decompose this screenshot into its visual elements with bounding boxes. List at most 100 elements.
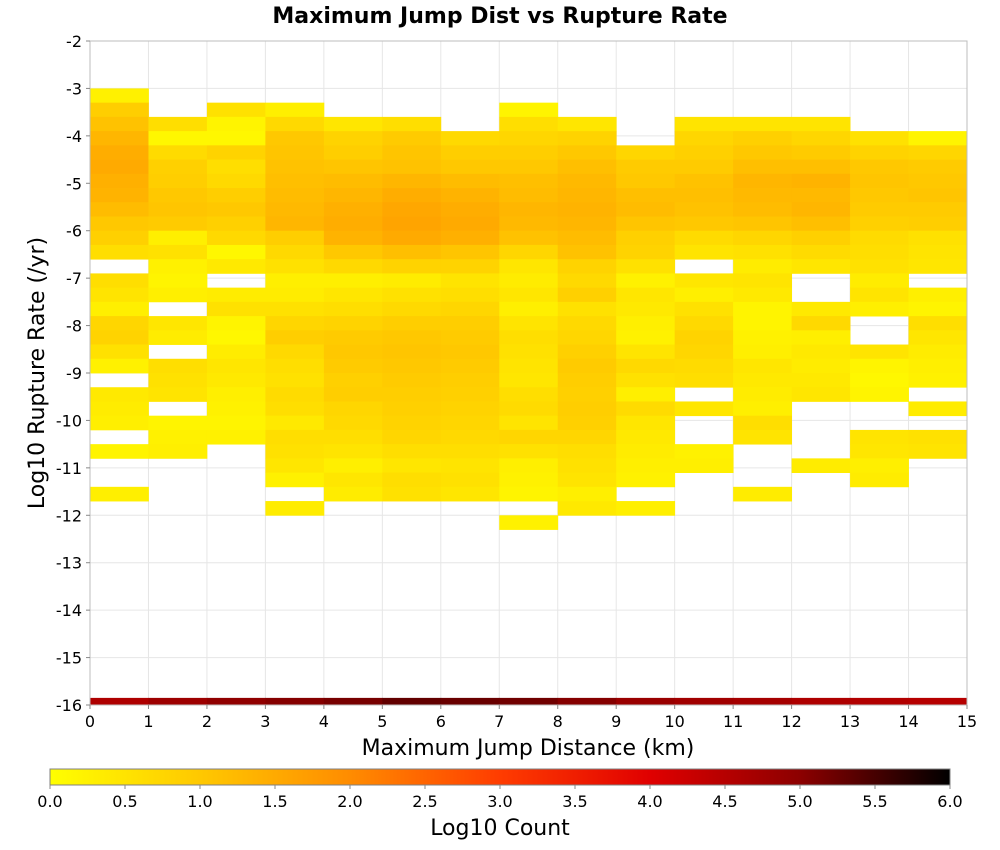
heatmap-cell — [323, 230, 383, 246]
heatmap-cell — [440, 188, 500, 203]
heatmap-cell — [733, 344, 792, 360]
heatmap-cell — [323, 373, 383, 388]
heatmap-cell — [674, 159, 734, 175]
x-tick-label: 9 — [611, 712, 621, 731]
heatmap-cell — [265, 444, 325, 459]
heatmap-cell — [499, 273, 559, 289]
heatmap-cell — [206, 287, 266, 303]
heatmap-cell — [850, 202, 909, 217]
heatmap-cell — [499, 188, 559, 203]
heatmap-cell — [733, 429, 792, 445]
heatmap-cell — [382, 330, 442, 345]
heatmap-cell — [323, 387, 383, 402]
heatmap-cell — [557, 244, 617, 260]
y-tick-label: -14 — [56, 601, 82, 620]
heatmap-cell — [557, 173, 617, 189]
heatmap-cell — [557, 444, 617, 459]
heatmap-cell — [674, 401, 734, 417]
heatmap-cell — [499, 515, 559, 530]
heatmap-cell — [265, 501, 325, 516]
heatmap-cell — [323, 358, 383, 374]
heatmap-cell — [908, 259, 968, 274]
heatmap-cell — [557, 697, 617, 705]
heatmap-cell — [908, 316, 968, 331]
heatmap-cell — [440, 387, 500, 402]
x-tick-label: 3 — [260, 712, 270, 731]
heatmap-cell — [791, 358, 851, 374]
x-tick-label: 13 — [840, 712, 860, 731]
heatmap-cell — [90, 316, 149, 331]
heatmap-cell — [499, 472, 559, 488]
heatmap-cell — [499, 244, 559, 260]
heatmap-cell — [90, 415, 149, 431]
heatmap-cell — [90, 202, 149, 217]
heatmap-cell — [557, 116, 617, 132]
heatmap-cell — [382, 216, 442, 232]
heatmap-cell — [90, 330, 149, 345]
x-tick-label: 4 — [319, 712, 329, 731]
heatmap-cell — [499, 202, 559, 217]
bottom-band — [90, 697, 968, 705]
heatmap-cell — [557, 159, 617, 175]
heatmap-cell — [90, 387, 149, 402]
heatmap-cell — [148, 373, 208, 388]
heatmap-cell — [206, 259, 266, 274]
heatmap-cell — [440, 373, 500, 388]
heatmap-cell — [90, 188, 149, 203]
heatmap-cell — [206, 316, 266, 331]
heatmap-cell — [499, 387, 559, 402]
heatmap-cell — [791, 259, 851, 274]
heatmap-cell — [382, 116, 442, 132]
heatmap-cell — [323, 202, 383, 217]
heatmap-cell — [616, 472, 676, 488]
heatmap-cell — [557, 429, 617, 445]
heatmap-cell — [557, 415, 617, 431]
heatmap-cell — [557, 358, 617, 374]
heatmap-cell — [206, 330, 266, 345]
y-tick-label: -7 — [66, 269, 82, 288]
heatmap-cell — [791, 458, 851, 473]
heatmap-cell — [733, 230, 792, 246]
heatmap-cell — [323, 273, 383, 289]
heatmap-cell — [674, 230, 734, 246]
heatmap-cell — [440, 697, 500, 705]
heatmap-cell — [557, 145, 617, 160]
y-tick-label: -13 — [56, 554, 82, 573]
heatmap-cell — [850, 358, 909, 374]
heatmap-cell — [616, 273, 676, 289]
heatmap-cell — [674, 444, 734, 459]
heatmap-cell — [265, 458, 325, 473]
heatmap-cell — [148, 387, 208, 402]
colorbar-tick-label: 0.5 — [112, 792, 137, 811]
heatmap-cell — [557, 472, 617, 488]
heatmap-cell — [791, 131, 851, 146]
heatmap-cell — [440, 444, 500, 459]
x-tick-label: 8 — [553, 712, 563, 731]
heatmap-cell — [850, 429, 909, 445]
heatmap-cell — [323, 486, 383, 502]
heatmap-cell — [265, 145, 325, 160]
heatmap-cell — [791, 173, 851, 189]
heatmap-cell — [440, 458, 500, 473]
heatmap-cell — [382, 358, 442, 374]
heatmap-cell — [557, 458, 617, 473]
heatmap-cell — [382, 230, 442, 246]
heatmap-cell — [323, 330, 383, 345]
heatmap-cell — [616, 259, 676, 274]
heatmap-cell — [323, 472, 383, 488]
heatmap-cell — [557, 301, 617, 317]
heatmap-cell — [733, 259, 792, 274]
heatmap-cell — [206, 697, 266, 705]
heatmap-cell — [90, 301, 149, 317]
heatmap-cell — [499, 131, 559, 146]
heatmap-cell — [908, 145, 968, 160]
heatmap-cell — [616, 216, 676, 232]
heatmap-cell — [382, 429, 442, 445]
heatmap-cell — [557, 216, 617, 232]
heatmap-cell — [616, 287, 676, 303]
heatmap-cell — [791, 697, 851, 705]
heatmap-cell — [206, 373, 266, 388]
heatmap-cell — [850, 697, 909, 705]
heatmap-cell — [90, 88, 149, 104]
heatmap-cell — [850, 216, 909, 232]
